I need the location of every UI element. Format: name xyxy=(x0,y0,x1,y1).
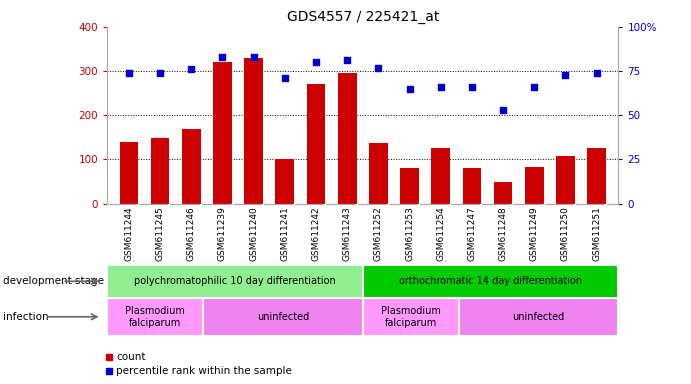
Bar xyxy=(307,84,325,204)
Text: GSM611253: GSM611253 xyxy=(405,207,414,262)
Point xyxy=(341,57,352,63)
Text: GSM611239: GSM611239 xyxy=(218,207,227,262)
Point xyxy=(155,70,166,76)
Bar xyxy=(276,159,294,204)
Bar xyxy=(459,298,618,336)
Text: GSM611250: GSM611250 xyxy=(561,207,570,262)
Text: percentile rank within the sample: percentile rank within the sample xyxy=(116,366,292,376)
Text: GSM611254: GSM611254 xyxy=(436,207,445,262)
Text: infection: infection xyxy=(3,312,49,322)
Point xyxy=(186,66,197,72)
Text: GSM611246: GSM611246 xyxy=(187,207,196,262)
Bar xyxy=(462,168,481,204)
Bar xyxy=(338,73,357,204)
Text: orthochromatic 14 day differentiation: orthochromatic 14 day differentiation xyxy=(399,276,583,286)
Point xyxy=(435,84,446,90)
Bar xyxy=(587,148,606,204)
Text: GSM611244: GSM611244 xyxy=(124,207,133,261)
Bar xyxy=(213,62,231,204)
Text: GSM611241: GSM611241 xyxy=(281,207,290,262)
Bar xyxy=(369,142,388,204)
Bar xyxy=(525,167,544,204)
Text: GSM611240: GSM611240 xyxy=(249,207,258,262)
Point xyxy=(310,59,321,65)
Text: polychromatophilic 10 day differentiation: polychromatophilic 10 day differentiatio… xyxy=(134,276,336,286)
Point xyxy=(124,70,135,76)
Text: GSM611249: GSM611249 xyxy=(530,207,539,262)
Text: Plasmodium
falciparum: Plasmodium falciparum xyxy=(381,306,441,328)
Bar xyxy=(203,298,363,336)
Text: GSM611245: GSM611245 xyxy=(155,207,164,262)
Title: GDS4557 / 225421_at: GDS4557 / 225421_at xyxy=(287,10,439,25)
Bar xyxy=(363,298,459,336)
Point xyxy=(404,86,415,92)
Text: count: count xyxy=(116,352,146,362)
Point xyxy=(529,84,540,90)
Text: GSM611242: GSM611242 xyxy=(312,207,321,261)
Bar xyxy=(245,58,263,204)
Bar xyxy=(400,168,419,204)
Point xyxy=(466,84,477,90)
Text: uninfected: uninfected xyxy=(257,312,309,322)
Text: GSM611243: GSM611243 xyxy=(343,207,352,262)
Bar xyxy=(431,148,450,204)
Bar xyxy=(182,129,200,204)
Text: GSM611252: GSM611252 xyxy=(374,207,383,262)
Text: Plasmodium
falciparum: Plasmodium falciparum xyxy=(125,306,185,328)
Text: uninfected: uninfected xyxy=(513,312,565,322)
Point xyxy=(279,75,290,81)
Bar xyxy=(556,156,575,204)
Text: GSM611247: GSM611247 xyxy=(467,207,476,262)
Bar xyxy=(107,265,363,298)
Point xyxy=(498,107,509,113)
Point xyxy=(591,70,602,76)
Bar xyxy=(494,182,513,204)
Point xyxy=(217,54,228,60)
Text: GSM611248: GSM611248 xyxy=(499,207,508,262)
Point xyxy=(248,54,259,60)
Bar xyxy=(151,138,169,204)
Point xyxy=(560,71,571,78)
Bar xyxy=(363,265,618,298)
Bar xyxy=(120,142,138,204)
Text: development stage: development stage xyxy=(3,276,104,286)
Text: GSM611251: GSM611251 xyxy=(592,207,601,262)
Bar xyxy=(107,298,203,336)
Point xyxy=(373,65,384,71)
